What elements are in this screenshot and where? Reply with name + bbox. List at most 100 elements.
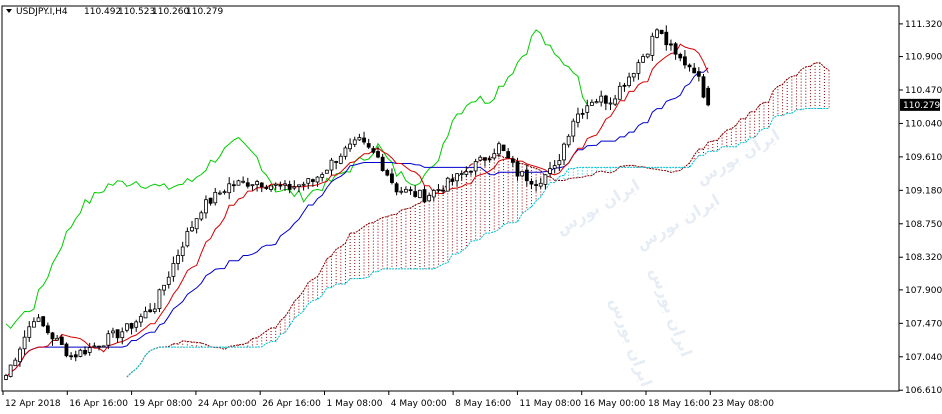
candle-body — [631, 73, 636, 78]
candle-body — [362, 137, 366, 143]
header-low: 110.260 — [152, 7, 189, 17]
candle-body — [73, 354, 78, 358]
candle-body — [510, 158, 515, 163]
y-tick-label: 108.750 — [905, 220, 942, 230]
candle-body — [352, 139, 357, 145]
x-tick-label: 1 May 08:00 — [327, 399, 383, 409]
candle-body — [562, 143, 566, 161]
candle-body — [385, 170, 390, 176]
candle-body — [520, 171, 525, 177]
candle-body — [152, 308, 157, 312]
candle-body — [78, 349, 83, 357]
chikou-span-line — [5, 29, 588, 330]
candle-body — [129, 322, 134, 329]
candle-body — [408, 189, 413, 192]
candle-body — [427, 195, 432, 202]
candle-body — [32, 321, 36, 328]
y-tick-label: 110.040 — [905, 119, 942, 129]
y-tick-label: 106.610 — [905, 386, 942, 396]
candle-body — [55, 337, 60, 341]
candle-body — [236, 180, 241, 186]
candle-body — [483, 157, 487, 161]
candle-body — [441, 189, 446, 192]
candle-body — [357, 137, 362, 141]
candle-body — [269, 185, 273, 190]
candle-body — [115, 329, 120, 339]
candle-body — [469, 170, 473, 173]
candle-body — [594, 101, 599, 104]
candle-body — [380, 156, 385, 172]
candle-body — [97, 345, 101, 348]
candle-body — [36, 317, 41, 322]
candle-body — [413, 191, 418, 197]
candle-body — [138, 316, 143, 323]
candle-body — [157, 289, 162, 309]
candle-body — [27, 326, 32, 338]
candle-body — [222, 191, 227, 194]
candle-body — [292, 186, 297, 189]
candle-body — [696, 71, 701, 77]
candle-body — [217, 192, 222, 195]
y-tick-label: 109.610 — [905, 153, 942, 163]
x-tick-label: 12 Apr 2018 — [5, 399, 61, 409]
plot-frame — [1, 5, 900, 392]
candle-body — [576, 113, 580, 123]
candle-body — [580, 112, 585, 115]
x-tick-label: 4 May 00:00 — [391, 399, 447, 409]
candle-body — [69, 355, 73, 358]
candle-body — [111, 330, 115, 334]
candle-body — [250, 184, 255, 187]
candle-body — [617, 85, 622, 100]
candle-body — [306, 178, 311, 184]
dropdown-triangle-icon[interactable] — [6, 9, 12, 13]
x-tick-label: 11 May 08:00 — [519, 399, 581, 409]
candle-body — [445, 177, 450, 192]
time-axis: 12 Apr 2018 16 Apr 16:00 19 Apr 08:00 24 Ap… — [2, 391, 774, 409]
candle-body — [673, 43, 678, 55]
candle-body — [241, 180, 246, 183]
candle-body — [403, 188, 408, 193]
x-tick-label: 8 May 16:00 — [455, 399, 511, 409]
current-price-marker: 110.279 — [900, 98, 940, 111]
candle-body — [455, 173, 459, 182]
candle-body — [641, 56, 645, 63]
candle-body — [534, 184, 538, 186]
candle-body — [552, 165, 557, 169]
candle-body — [171, 263, 176, 277]
candle-body — [417, 189, 422, 199]
x-tick-label: 16 Apr 16:00 — [69, 399, 128, 409]
candle-body — [548, 168, 552, 174]
candle-body — [603, 95, 608, 104]
candle-body — [557, 160, 562, 166]
current-price-box — [900, 98, 940, 111]
candle-body — [529, 181, 534, 185]
candle-body — [678, 53, 683, 59]
candle-body — [50, 332, 55, 340]
y-tick-label: 109.180 — [905, 186, 942, 196]
current-price-label: 110.279 — [903, 101, 940, 111]
candle-body — [538, 182, 543, 187]
candle-body — [324, 169, 329, 174]
candle-body — [669, 43, 673, 46]
candle-body — [687, 64, 692, 68]
candle-body — [543, 174, 548, 185]
candle-body — [259, 182, 264, 188]
candle-body — [650, 35, 655, 56]
y-tick-label: 111.320 — [905, 20, 942, 30]
candle-body — [450, 178, 455, 182]
candle-body — [204, 199, 208, 214]
candle-body — [87, 347, 92, 353]
candle-body — [613, 98, 618, 105]
candle-body — [273, 183, 278, 186]
candle-body — [622, 84, 627, 87]
x-tick-label: 26 Apr 16:00 — [262, 399, 321, 409]
candle-body — [599, 95, 604, 103]
senkou-span-a-line — [126, 62, 830, 378]
candle-body — [343, 147, 348, 157]
candle-body — [245, 182, 250, 187]
candle-body — [194, 218, 199, 230]
candle-body — [566, 135, 571, 146]
candle-body — [399, 190, 404, 193]
tenkan-sen-line — [5, 43, 709, 378]
candle-body — [334, 161, 339, 163]
